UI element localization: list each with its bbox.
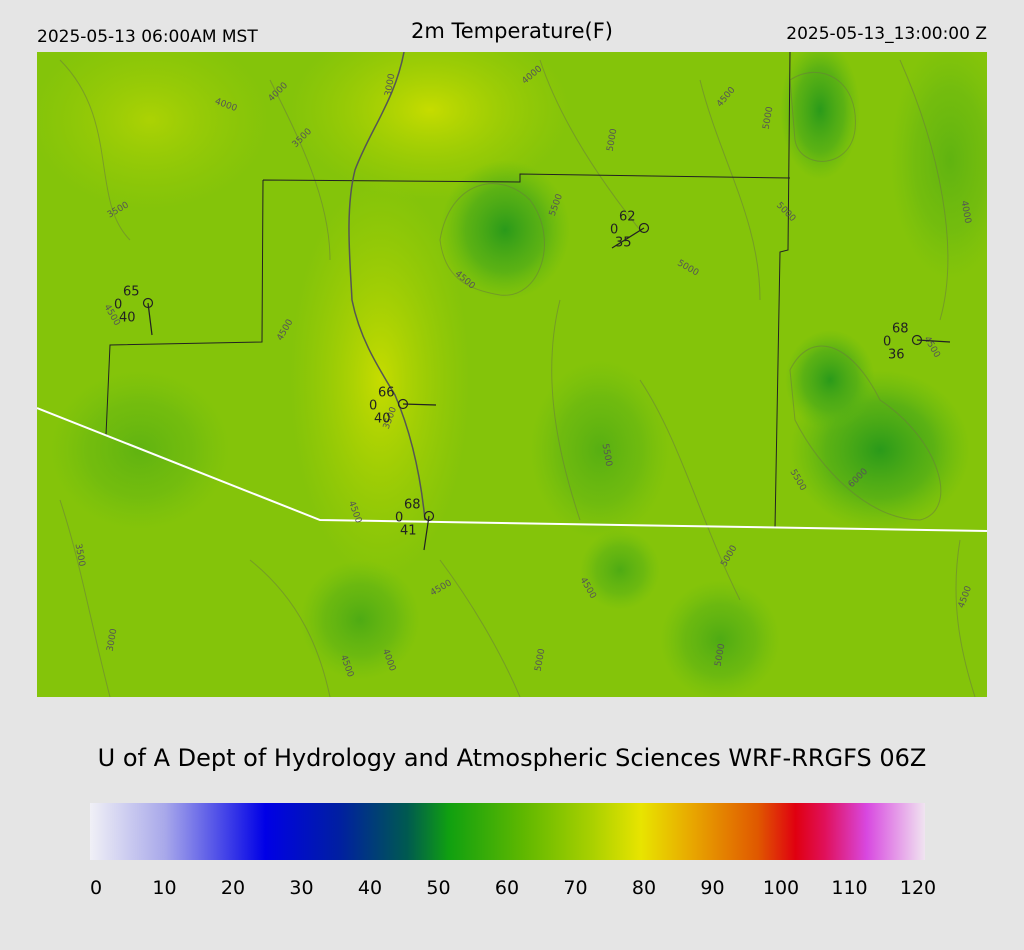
colorbar-tick-label: 60 — [495, 877, 519, 899]
credit: U of A Dept of Hydrology and Atmospheric… — [98, 744, 927, 772]
colorbar-tick-label: 100 — [763, 877, 799, 899]
station-temp: 68 — [892, 322, 909, 337]
colorbar-tick-label: 20 — [221, 877, 245, 899]
station-dewpoint: 35 — [615, 236, 632, 251]
colorbar-tick-label: 80 — [632, 877, 656, 899]
station-wind: 0 — [883, 335, 891, 350]
boundary-line — [37, 407, 987, 532]
colorbar-tick-label: 90 — [700, 877, 724, 899]
station-dewpoint: 40 — [374, 412, 391, 427]
colorbar-tick-label: 30 — [289, 877, 313, 899]
colorbar-tick-label: 10 — [152, 877, 176, 899]
station-circle — [142, 297, 154, 309]
contour-label: 3000 — [106, 628, 120, 653]
station-temp: 62 — [619, 210, 636, 225]
station-circle — [911, 334, 923, 346]
colorbar — [90, 803, 925, 860]
contour-label: 5000 — [606, 128, 620, 153]
station-dewpoint: 41 — [400, 524, 417, 539]
contour-label: 3500 — [73, 543, 87, 568]
contour-label: 3000 — [384, 73, 398, 98]
station-wind: 0 — [610, 223, 618, 238]
station-circle — [423, 510, 435, 522]
station-circle — [638, 222, 650, 234]
wind-barb — [402, 403, 437, 406]
colorbar-tick-label: 120 — [900, 877, 936, 899]
header-left: 2025-05-13 06:00AM MST — [37, 27, 258, 47]
station-temp: 65 — [123, 285, 140, 300]
contour-label: 5000 — [762, 106, 776, 131]
contour-label: 4000 — [959, 200, 973, 225]
station-wind: 0 — [114, 298, 122, 313]
station-temp: 66 — [378, 386, 395, 401]
colorbar-ticks: 0 10 20 30 40 50 60 70 80 90 100 110 120 — [90, 877, 936, 899]
wind-barb — [147, 302, 153, 336]
contour-label: 5500 — [600, 443, 614, 468]
wind-barb — [916, 339, 951, 343]
station-temp: 68 — [404, 498, 421, 513]
station-circle — [397, 398, 409, 410]
colorbar-tick-label: 0 — [90, 877, 102, 899]
station-dewpoint: 40 — [119, 311, 136, 326]
colorbar-tick-label: 50 — [426, 877, 450, 899]
station-wind: 0 — [395, 511, 403, 526]
station-wind: 0 — [369, 399, 377, 414]
colorbar-tick-label: 70 — [563, 877, 587, 899]
wind-barb — [423, 515, 430, 551]
station-dewpoint: 36 — [888, 348, 905, 363]
colorbar-tick-label: 110 — [831, 877, 867, 899]
header-right: 2025-05-13_13:00:00 Z — [786, 24, 987, 44]
contour-label: 5000 — [534, 648, 548, 673]
colorbar-tick-label: 40 — [358, 877, 382, 899]
map-title: 2m Temperature(F) — [411, 19, 613, 43]
contour-label: 5000 — [714, 643, 728, 668]
wind-barb — [611, 227, 645, 249]
